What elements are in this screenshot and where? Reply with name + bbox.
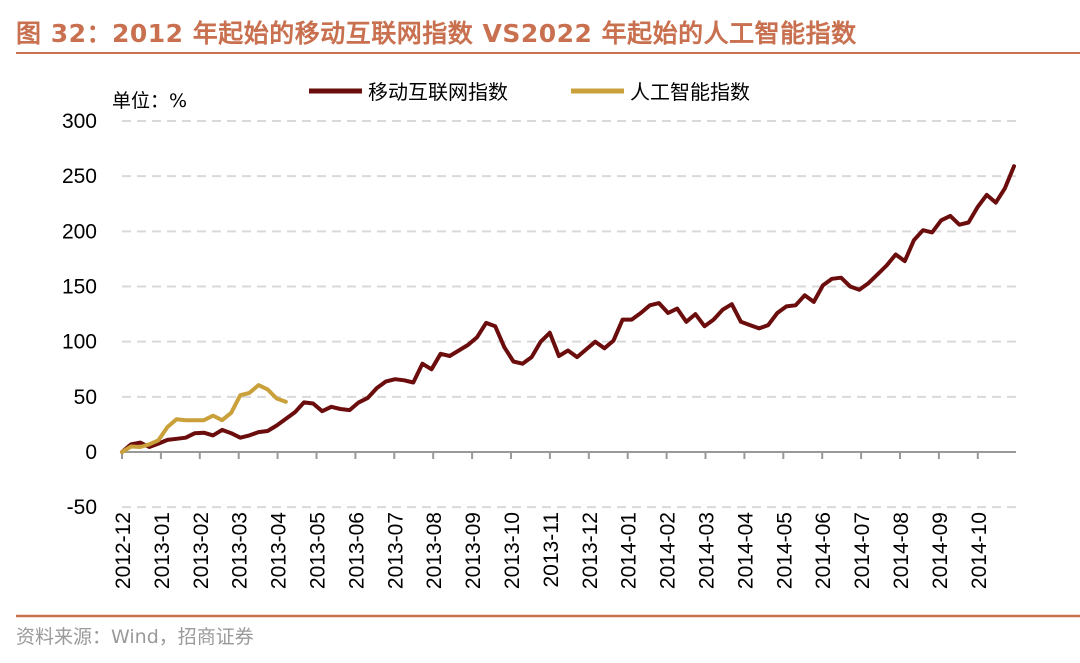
x-tick-label: 2013-02 bbox=[190, 512, 213, 589]
x-axis: 2012-12 2013-01 2013-02 2013-03 2013-04 2013-… bbox=[112, 451, 1016, 589]
x-tick-label: 2013-01 bbox=[151, 512, 174, 589]
title-rule bbox=[16, 52, 1080, 54]
figure-title: 图 32：2012 年起始的移动互联网指数 VS2022 年起始的人工智能指数 bbox=[16, 19, 857, 48]
y-tick-label: 0 bbox=[85, 441, 97, 464]
x-tick-label: 2014-04 bbox=[734, 512, 757, 589]
source-note: 资料来源：Wind，招商证券 bbox=[16, 626, 254, 648]
x-tick-label: 2013-04 bbox=[268, 512, 291, 589]
x-tick-label: 2014-09 bbox=[929, 512, 952, 589]
x-tick-label: 2013-05 bbox=[307, 512, 330, 589]
y-tick-label: 50 bbox=[74, 386, 97, 409]
legend: 移动互联网指数 人工智能指数 bbox=[309, 80, 750, 104]
y-axis-ticks: 300 250 200 150 100 50 0 -50 bbox=[62, 110, 97, 519]
x-tick-label: 2013-06 bbox=[345, 512, 368, 589]
x-tick-label: 2012-12 bbox=[112, 512, 135, 589]
x-tick-label: 2014-07 bbox=[851, 512, 874, 589]
legend-label-mobile: 移动互联网指数 bbox=[368, 80, 508, 104]
x-tick-label: 2013-03 bbox=[229, 512, 252, 589]
series-lines bbox=[120, 164, 1016, 454]
y-tick-label: 100 bbox=[62, 331, 97, 354]
unit-label: 单位：% bbox=[112, 90, 187, 112]
x-tick-label: 2013-08 bbox=[423, 512, 446, 589]
x-tick-label: 2014-03 bbox=[696, 512, 719, 589]
y-tick-label: 250 bbox=[62, 165, 97, 188]
y-tick-label: 300 bbox=[62, 110, 97, 133]
x-tick-label: 2013-11 bbox=[540, 512, 563, 588]
series-line-ai bbox=[120, 383, 288, 454]
x-tick-label: 2014-10 bbox=[968, 512, 991, 589]
legend-label-ai: 人工智能指数 bbox=[630, 80, 750, 104]
x-tick-label: 2014-01 bbox=[618, 512, 641, 589]
y-tick-label: 200 bbox=[62, 220, 97, 243]
y-tick-label: -50 bbox=[67, 496, 97, 519]
x-tick-label: 2014-05 bbox=[773, 512, 796, 589]
x-tick-label: 2013-09 bbox=[462, 512, 485, 589]
x-tick-label: 2014-08 bbox=[890, 512, 913, 589]
x-tick-label: 2013-10 bbox=[501, 512, 524, 589]
x-tick-label: 2013-07 bbox=[384, 512, 407, 589]
series-line-mobile-internet bbox=[120, 164, 1016, 454]
y-tick-label: 150 bbox=[62, 276, 97, 299]
gridlines bbox=[122, 120, 1016, 509]
x-tick-label: 2014-02 bbox=[657, 512, 680, 589]
x-tick-label: 2014-06 bbox=[812, 512, 835, 589]
x-tick-label: 2013-12 bbox=[579, 512, 602, 589]
